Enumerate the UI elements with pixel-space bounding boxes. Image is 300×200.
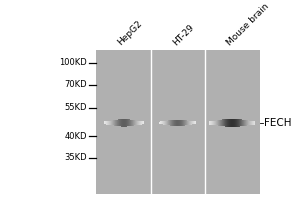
Text: 35KD: 35KD — [64, 153, 87, 162]
Text: 70KD: 70KD — [64, 80, 87, 89]
Text: Mouse brain: Mouse brain — [225, 1, 271, 47]
Text: HepG2: HepG2 — [116, 19, 144, 47]
Text: 100KD: 100KD — [59, 58, 87, 67]
Text: HT-29: HT-29 — [171, 22, 195, 47]
Text: 55KD: 55KD — [64, 103, 87, 112]
Text: FECH: FECH — [264, 118, 292, 128]
FancyBboxPatch shape — [96, 50, 260, 194]
Text: 40KD: 40KD — [64, 132, 87, 141]
